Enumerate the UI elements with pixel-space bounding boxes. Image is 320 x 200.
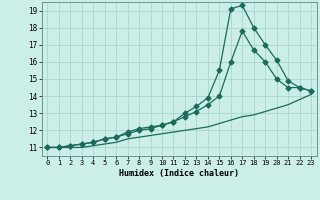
X-axis label: Humidex (Indice chaleur): Humidex (Indice chaleur) bbox=[119, 169, 239, 178]
